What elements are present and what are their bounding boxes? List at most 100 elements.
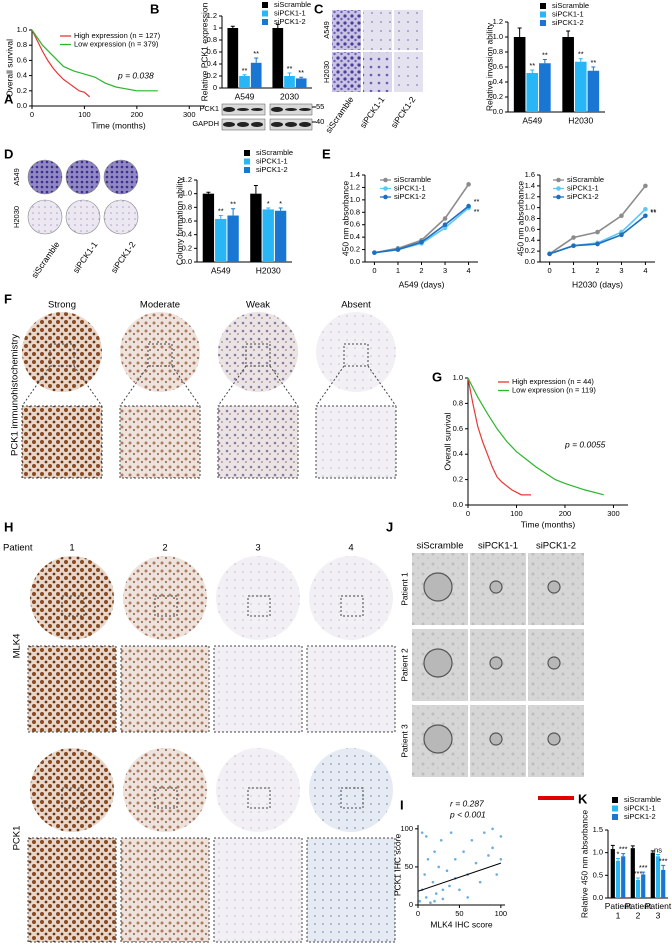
significance: ** [650,208,656,217]
image [49,343,75,367]
y-tick-label: 0.2 [525,246,535,255]
survival-curve [467,377,532,496]
point [424,835,428,838]
statistic: r = 0.287 [450,798,484,808]
y-tick-label: 0.4 [493,77,503,86]
x-tick-label: Patient 2 [625,901,652,920]
significance: ** [578,50,584,59]
row-label: MLK4 [12,634,23,659]
row-label: PCK1 immunohistochemistry [10,334,21,456]
point [453,857,457,861]
image [343,343,369,367]
panel-letter: E [322,146,331,161]
x-tick-label: 0 [547,266,551,275]
image [27,645,117,733]
zoom-guide [315,365,397,407]
point [458,888,461,892]
y-tick-label: 0.2 [17,86,27,95]
blot-band [223,107,235,112]
marker [372,250,377,255]
error-bar [206,191,211,194]
y-tick-label: 0.6 [17,55,27,64]
error-bar [661,864,666,870]
point [445,869,449,873]
point [429,901,432,905]
image [363,10,392,50]
x-tick-label: 0 [372,266,376,275]
error-bar [254,57,259,63]
marker [571,243,576,248]
image [309,748,393,832]
significance: ** [242,66,248,75]
legend-swatch [262,10,268,17]
x-axis-label: Time (months) [91,120,146,130]
x-tick-label: A549 [235,91,255,101]
y-tick-label: 0 [409,900,413,909]
legend-label: siPCK1-2 [552,18,584,27]
row-label: H2030 [322,61,331,83]
x-tick-label: H2030 [256,265,281,275]
y-tick-label: 0.8 [207,35,217,44]
bar [526,73,539,112]
legend-label: siScramble [394,175,431,184]
point [491,827,494,831]
point [418,899,421,903]
bar [661,869,666,898]
legend-swatch [262,2,268,8]
y-tick-label: 0.4 [17,71,27,80]
point [423,873,426,876]
image [218,312,298,392]
column-label: siPCK1-1 [71,239,100,274]
error-bar [278,207,283,211]
legend-label: siScramble [567,175,604,184]
column-label: 1 [69,543,74,554]
x-tick-label: Patient 3 [645,901,672,920]
error-bar [621,853,626,857]
y-tick-label: 1.0 [182,189,192,198]
error-bar [542,59,547,64]
y-tick-label: 0.0 [525,257,535,266]
point [482,831,486,834]
column-label: 3 [255,543,260,554]
zoom-guide [217,365,299,407]
error-bar [253,184,258,194]
x-tick-label: 50 [455,909,463,918]
image [103,199,139,235]
blot-band [299,122,311,127]
error-bar [616,858,620,861]
error-bar [530,69,535,73]
column-label: siPCK1-2 [389,94,418,129]
x-tick-label: H2030 [568,115,593,125]
marker [643,183,648,189]
image [123,748,207,832]
bar [574,61,587,112]
x-tick-label: 4 [643,266,647,275]
bar [227,28,239,88]
image [120,645,210,733]
y-tick-label: 0.4 [453,449,463,458]
significance: *** [619,845,628,854]
y-tick-label: 1.2 [207,11,217,20]
point [474,861,478,865]
x-tick-label: A549 [522,115,542,125]
marker [643,213,648,219]
y-tick-label: 1.0 [350,195,360,204]
significance: ** [253,49,259,58]
legend-label: siPCK1-2 [567,192,599,201]
legend-swatch [244,150,250,156]
marker-label: 40 [316,117,324,126]
organoid [489,656,503,670]
bar [202,193,215,262]
zoom-guide [119,365,201,407]
organoid [423,724,453,754]
x-tick-label: 3 [443,266,447,275]
legend-label: siScramble [552,1,589,10]
significance: ** [218,207,224,216]
image [363,52,392,92]
blot-band [285,122,297,127]
blot-band [271,122,283,127]
column-label: 2 [162,543,167,554]
bar [227,215,239,262]
x-tick-label: 2 [419,266,423,275]
image [394,10,423,50]
